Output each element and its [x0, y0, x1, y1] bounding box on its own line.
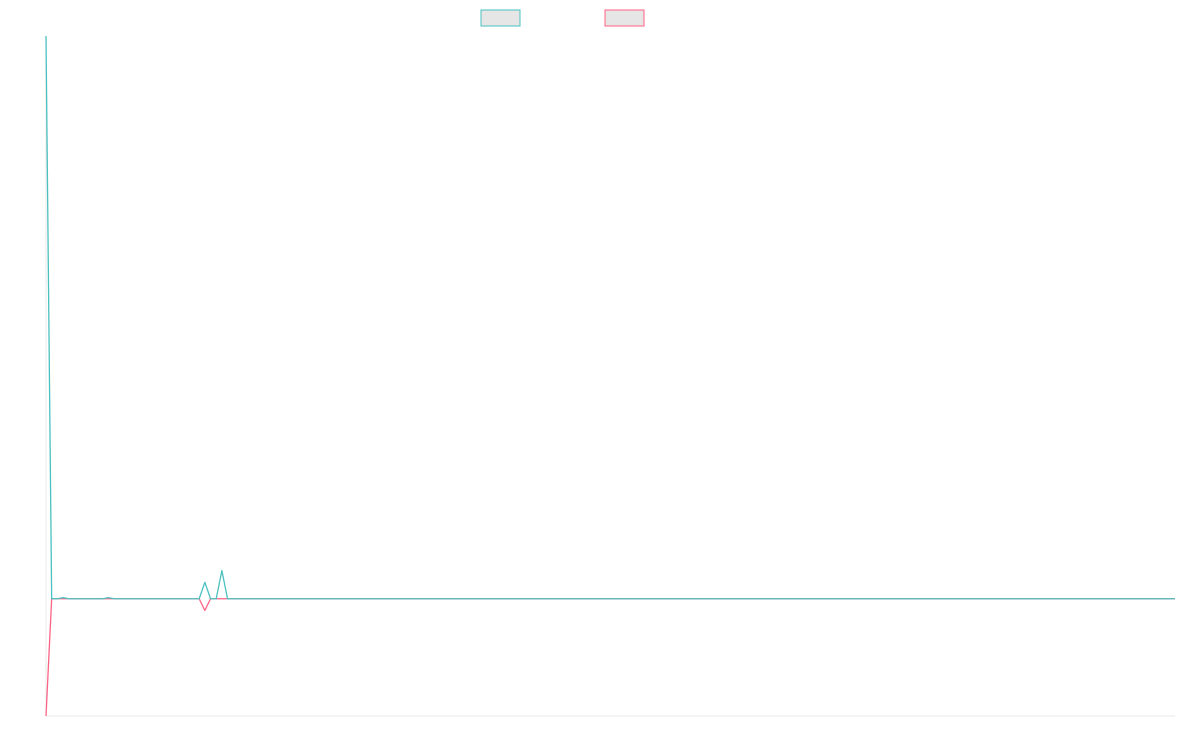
- legend-swatch-1[interactable]: [480, 9, 521, 27]
- series-lines: [45, 35, 1175, 717]
- axes: [45, 36, 1175, 717]
- series-line-1: [45, 35, 1175, 600]
- legend[interactable]: [480, 9, 645, 27]
- legend-swatch-2[interactable]: [604, 9, 645, 27]
- series-line-2: [45, 598, 1175, 717]
